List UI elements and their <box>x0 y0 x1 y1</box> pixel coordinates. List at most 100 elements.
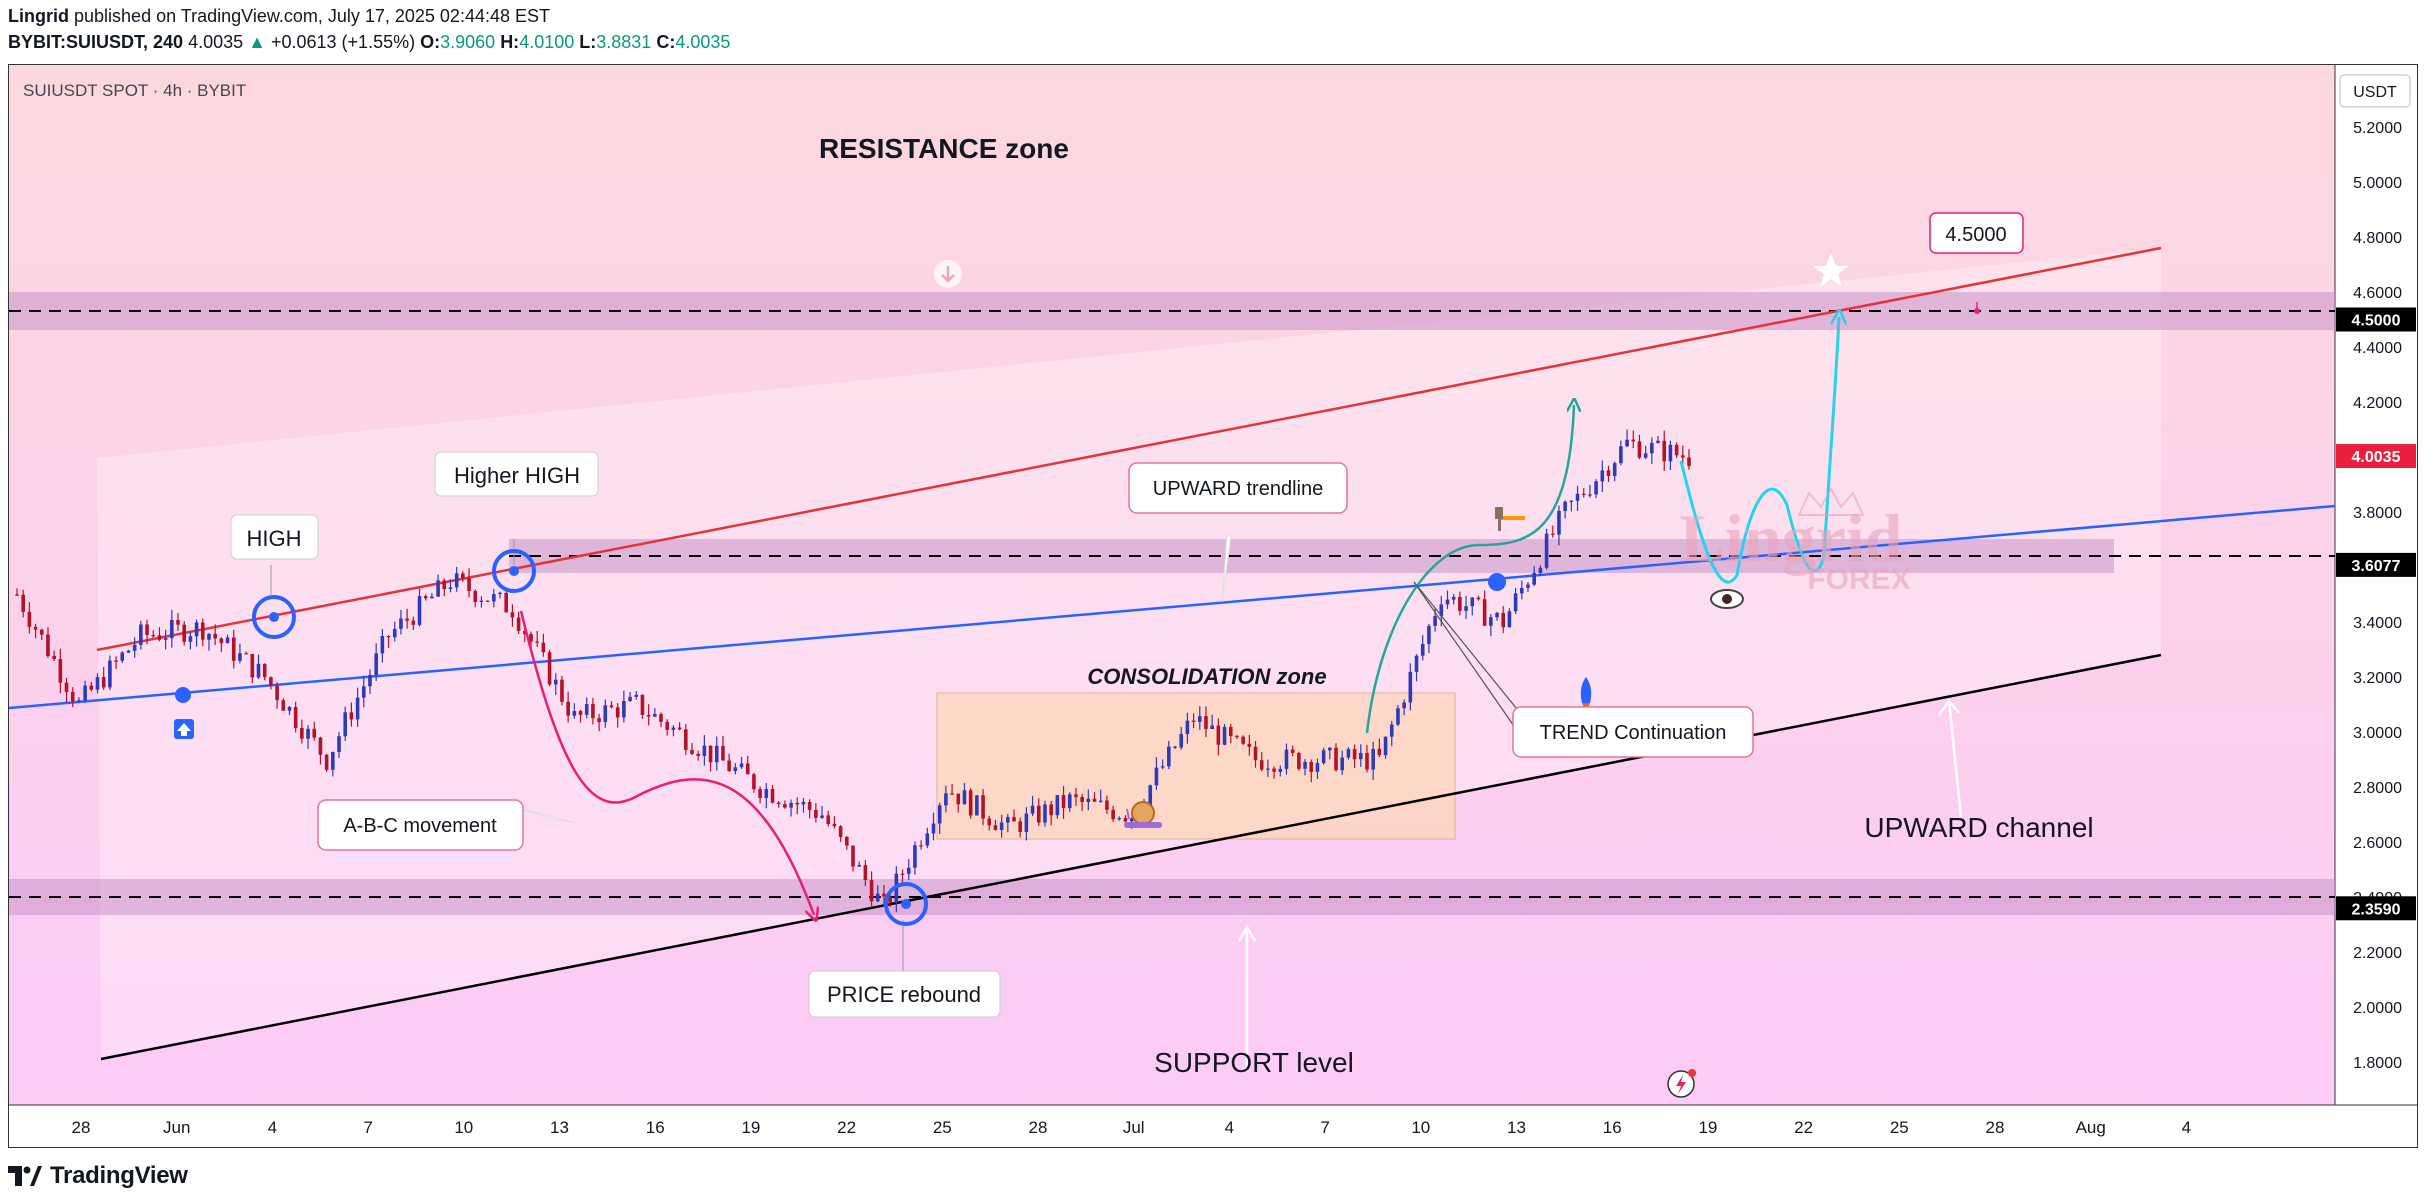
candle-body <box>764 788 769 798</box>
candle-body <box>1476 597 1481 600</box>
symbol-line: BYBIT:SUIUSDT, 240 4.0035 ▲ +0.0613 (+1.… <box>8 32 730 53</box>
candle-body <box>1377 748 1382 756</box>
candle-body <box>1018 821 1022 832</box>
tradingview-footer[interactable]: TradingView <box>8 1158 188 1194</box>
candle-body <box>1544 533 1549 568</box>
candle-body <box>1167 746 1171 767</box>
channel-fill <box>97 248 2161 1059</box>
resistance-zone-label: RESISTANCE zone <box>819 133 1069 164</box>
candle-body <box>1637 441 1642 458</box>
candle-body <box>801 801 806 805</box>
hammer-icon <box>1495 507 1525 531</box>
candle-body <box>1439 604 1444 617</box>
candle-body <box>1482 599 1487 626</box>
candle-body <box>1235 735 1239 738</box>
symbol-label[interactable]: BYBIT:SUIUSDT, 240 <box>8 32 184 52</box>
candle-body <box>417 596 422 625</box>
candle-body <box>1427 625 1431 644</box>
candle-body <box>306 728 310 739</box>
candle-body <box>386 635 391 638</box>
candle-body <box>1396 708 1400 725</box>
chart-frame[interactable]: Lingrid FOREX SUIUSDT SPOT · 4h · BYBIT … <box>8 64 2418 1148</box>
price-tags: 4.5000 4.0035 3.6077 2.3590 <box>2336 307 2416 921</box>
y-tick-label: 2.8000 <box>2353 780 2402 797</box>
candle-body <box>975 795 979 816</box>
candle-body <box>331 751 335 770</box>
candle-body <box>646 714 651 717</box>
candle-body <box>1520 587 1524 594</box>
candle-body <box>1216 725 1221 745</box>
snail-icon <box>1124 801 1162 828</box>
high-callout: HIGH <box>230 514 319 560</box>
price-axis-background <box>2335 65 2417 1105</box>
candle-body <box>151 635 156 637</box>
candle-body <box>1210 725 1214 730</box>
candle-body <box>758 789 762 798</box>
x-tick-label: 13 <box>550 1118 569 1137</box>
candle-body <box>1259 760 1264 770</box>
candle-body <box>1619 446 1623 464</box>
candle-body <box>1284 749 1289 769</box>
channel-pointer-arrow <box>1947 700 1963 818</box>
candle-body <box>1098 800 1103 802</box>
y-tick-label: 4.2000 <box>2353 395 2402 412</box>
currency-button[interactable]: USDT <box>2339 74 2411 108</box>
candle-body <box>1253 746 1258 761</box>
x-tick-label: 4 <box>268 1118 277 1137</box>
candle-body <box>70 691 75 702</box>
y-tick-label: 4.4000 <box>2353 340 2402 357</box>
candle-body <box>671 727 676 730</box>
candle-body <box>1222 726 1227 745</box>
download-circle-icon <box>934 260 962 288</box>
candle-body <box>1049 804 1053 816</box>
candle-body <box>814 809 818 818</box>
x-tick-label: 28 <box>1986 1118 2005 1137</box>
candle-body <box>1080 797 1084 802</box>
x-tick-label: 25 <box>1890 1118 1909 1137</box>
x-tick-label: 10 <box>454 1118 473 1137</box>
candle-body <box>1414 655 1419 672</box>
x-tick-label: 22 <box>837 1118 856 1137</box>
candle-body <box>1674 444 1679 456</box>
candle-body <box>1006 817 1010 823</box>
time-axis[interactable]: 28 Jun 4 7 10 13 16 19 22 25 28 Jul 4 7 10 13 16 19 22 25 28… <box>72 1118 2192 1137</box>
publish-line: Lingrid published on TradingView.com, Ju… <box>8 6 550 27</box>
candle-body <box>1489 617 1493 626</box>
price-chart[interactable]: Lingrid FOREX SUIUSDT SPOT · 4h · BYBIT … <box>9 65 2418 1148</box>
candle-body <box>1055 795 1060 816</box>
candle-body <box>1148 785 1153 806</box>
candle-body <box>665 721 670 730</box>
higher-high-callout-text: Higher HIGH <box>454 463 580 488</box>
open-value: 3.9060 <box>440 32 496 52</box>
candle-body <box>1067 794 1072 809</box>
candle-body <box>1501 612 1506 628</box>
tradingview-brand: TradingView <box>50 1162 188 1189</box>
author-name[interactable]: Lingrid <box>8 6 69 26</box>
candle-body <box>1550 533 1555 535</box>
candle-body <box>1154 767 1159 786</box>
candle-body <box>510 612 515 618</box>
candle-body <box>287 706 292 711</box>
y-tick-label: 5.0000 <box>2353 175 2402 192</box>
candle-body <box>1092 798 1097 802</box>
x-tick-label: 10 <box>1411 1118 1430 1137</box>
candle-body <box>1352 749 1357 760</box>
candle-body <box>727 760 731 772</box>
candle-body <box>1612 463 1617 477</box>
candle-body <box>1334 747 1338 771</box>
candle-body <box>200 622 205 640</box>
candle-body <box>448 587 453 589</box>
candle-body <box>634 694 639 697</box>
candle-body <box>1036 805 1041 823</box>
candle-body <box>572 711 577 716</box>
candle-body <box>770 788 775 803</box>
candle-body <box>745 763 750 775</box>
candle-body <box>845 836 849 846</box>
abc-movement-arrow <box>519 610 814 915</box>
higher-high-callout: Higher HIGH <box>434 451 599 497</box>
candle-body <box>1668 444 1673 462</box>
candle-body <box>820 815 824 818</box>
lightning-icon[interactable] <box>1667 1069 1696 1098</box>
candle-body <box>1179 734 1184 748</box>
candle-body <box>176 620 180 625</box>
